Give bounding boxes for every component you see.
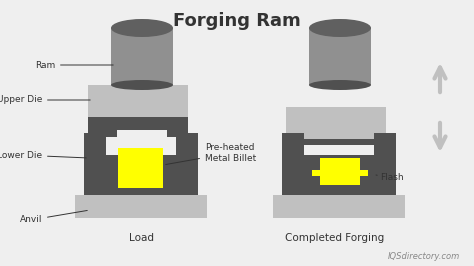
Ellipse shape [309,19,371,37]
Bar [309,28,371,85]
Text: Anvil: Anvil [19,210,87,225]
Polygon shape [312,158,368,185]
Bar [75,195,207,218]
Bar [282,133,304,155]
Ellipse shape [309,80,371,90]
Text: Load: Load [129,233,155,243]
Bar [84,133,106,155]
Bar [106,145,176,155]
Bar [286,107,386,139]
Text: Upper Die: Upper Die [0,95,90,105]
Bar [304,145,374,155]
Polygon shape [88,117,188,137]
Text: Lower Die: Lower Die [0,151,86,160]
Text: Ram: Ram [35,60,113,69]
Text: Completed Forging: Completed Forging [285,233,384,243]
Ellipse shape [111,80,173,90]
Bar [118,148,163,188]
Text: Flash: Flash [376,173,404,182]
Text: IQSdirectory.com: IQSdirectory.com [388,252,460,261]
Bar [106,145,176,155]
Bar [374,133,396,155]
Ellipse shape [111,19,173,37]
Bar [111,28,173,85]
Text: Pre-heated
Metal Billet: Pre-heated Metal Billet [166,143,256,164]
Bar [88,85,188,117]
Text: Forging Ram: Forging Ram [173,12,301,30]
Bar [176,133,198,155]
Bar [282,153,396,195]
Polygon shape [286,139,386,159]
Bar [273,195,405,218]
Bar [84,153,198,195]
Bar [304,145,374,155]
